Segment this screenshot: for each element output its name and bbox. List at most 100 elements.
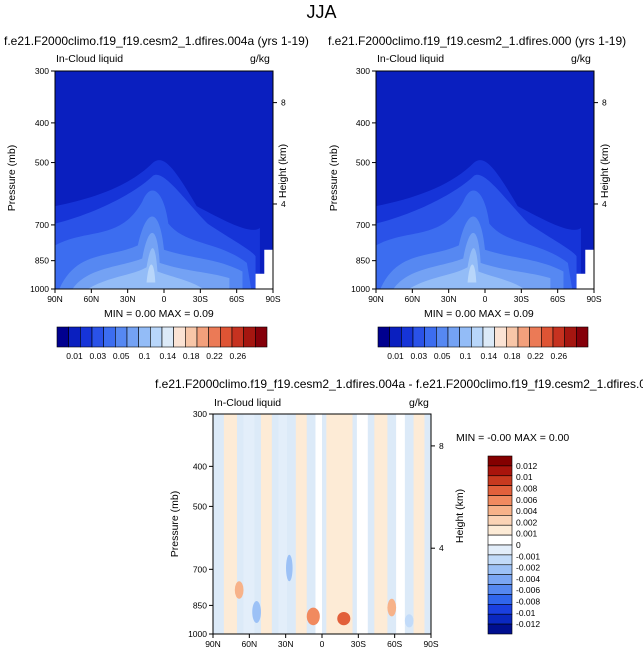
colorbar-label: 0.05 <box>434 351 451 361</box>
colorbar-box <box>412 326 425 348</box>
left-panel-title: f.e21.F2000climo.f19_f19.cesm2_1.dfires.… <box>4 34 309 48</box>
colorbar-label: 0.004 <box>516 506 538 516</box>
x-tick-label: 0 <box>162 294 167 304</box>
x-tick-label: 90N <box>205 639 221 649</box>
y-tick-label: 700 <box>193 564 207 574</box>
colorbar-label: -0.012 <box>516 619 540 629</box>
x-tick-label: 60N <box>242 639 258 649</box>
anomaly-streak-0 <box>223 414 237 634</box>
colorbar-box <box>552 326 565 348</box>
y-tick-label: 1000 <box>30 284 49 294</box>
colorbar-box <box>436 326 449 348</box>
x-tick-label: 60N <box>84 294 100 304</box>
anomaly-spot-3 <box>337 612 351 626</box>
anomaly-spot-6 <box>404 614 414 628</box>
colorbar-box <box>482 326 495 348</box>
contour-fill-6 <box>467 264 477 283</box>
colorbar-box <box>541 326 554 348</box>
colorbar-label: 0.01 <box>516 472 533 482</box>
colorbar-box <box>389 326 402 348</box>
colorbar-label: -0.008 <box>516 597 540 607</box>
colorbar-label: -0.01 <box>516 608 536 618</box>
colorbar-box <box>91 326 104 348</box>
x-tick-label: 60S <box>229 294 244 304</box>
colorbar-label: 0.006 <box>516 495 538 505</box>
colorbar-label: 0.22 <box>527 351 544 361</box>
page-title: JJA <box>306 2 337 22</box>
colorbar-label: 0.14 <box>160 351 177 361</box>
max-value: 0.09 <box>513 308 534 320</box>
colorbar-label: 0.22 <box>206 351 223 361</box>
max-value: 0.09 <box>193 308 214 320</box>
colorbar-box <box>447 326 460 348</box>
y-tick-label: 500 <box>35 158 49 168</box>
colorbar-box <box>487 465 513 477</box>
colorbar-label: 0.1 <box>460 351 472 361</box>
contour-fill-6 <box>146 264 156 283</box>
colorbar-box <box>487 534 513 546</box>
colorbar-box <box>56 326 69 348</box>
colorbar-box <box>220 326 233 348</box>
right-field-label: In-Cloud liquid <box>377 53 445 65</box>
missing-data-region <box>255 249 273 289</box>
diff-field-label: In-Cloud liquid <box>214 397 282 409</box>
colorbar-label: 0.14 <box>481 351 498 361</box>
max-value: 0.00 <box>548 432 570 444</box>
colorbar-box <box>161 326 174 348</box>
colorbar-label: 0.002 <box>516 517 538 527</box>
x-tick-label: 90S <box>423 639 438 649</box>
x-tick-label: 30S <box>514 294 529 304</box>
min-label: MIN = <box>104 308 133 320</box>
colorbar-label: 0.008 <box>516 483 538 493</box>
y-tick-label: 300 <box>35 66 49 76</box>
anomaly-streak-4 <box>295 414 307 634</box>
anomaly-streak-5 <box>315 414 322 634</box>
colorbar-box <box>80 326 93 348</box>
colorbar-box <box>494 326 507 348</box>
anomaly-streak-10 <box>413 414 425 634</box>
colorbar-box <box>487 613 513 625</box>
y2-tick-label: 8 <box>439 441 444 451</box>
x-tick-label: 60S <box>550 294 565 304</box>
colorbar-box <box>196 326 209 348</box>
colorbar-label: -0.002 <box>516 563 540 573</box>
anomaly-spot-0 <box>252 601 261 623</box>
colorbar-box <box>115 326 128 348</box>
x-tick-label: 0 <box>320 639 325 649</box>
y-tick-label: 700 <box>356 220 370 230</box>
colorbar-box <box>243 326 256 348</box>
colorbar-box <box>208 326 221 348</box>
y2-tick-label: 8 <box>281 98 286 108</box>
colorbar-box <box>377 326 390 348</box>
colorbar-box <box>487 623 513 635</box>
y2-tick-label: 4 <box>281 199 286 209</box>
colorbar-box <box>487 455 513 467</box>
anomaly-streak-9 <box>396 414 405 634</box>
anomaly-streak-2 <box>260 414 272 634</box>
max-label: MAX = <box>514 432 546 444</box>
colorbar-box <box>173 326 186 348</box>
max-label: MAX = <box>478 308 511 320</box>
right-panel-title: f.e21.F2000climo.f19_f19.cesm2_1.dfires.… <box>328 34 627 48</box>
y-tick-label: 1000 <box>351 284 370 294</box>
colorbar-label: 0 <box>516 540 521 550</box>
y2-tick-label: 4 <box>602 199 607 209</box>
colorbar-box <box>529 326 542 348</box>
colorbar-box <box>487 594 513 605</box>
contour-fill-5 <box>87 248 204 289</box>
anomaly-streak-3 <box>278 414 288 634</box>
colorbar-box <box>487 524 513 536</box>
diff-stats: MIN = -0.00 MAX = 0.00 <box>456 432 569 444</box>
y-tick-label: 300 <box>356 66 370 76</box>
left-field-label: In-Cloud liquid <box>56 53 124 65</box>
left-units: g/kg <box>250 53 270 65</box>
y-tick-label: 400 <box>356 118 370 128</box>
anomaly-streak-1 <box>243 414 255 634</box>
anomaly-streak-8 <box>374 414 388 634</box>
x-tick-label: 0 <box>483 294 488 304</box>
colorbar-box <box>564 326 577 348</box>
colorbar-label: -0.006 <box>516 585 540 595</box>
colorbar-box <box>487 574 513 585</box>
y-tick-label: 850 <box>356 256 370 266</box>
y-tick-label: 500 <box>356 158 370 168</box>
